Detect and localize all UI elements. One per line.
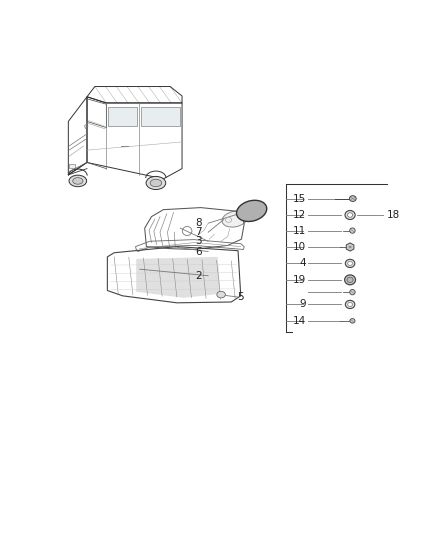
Text: 8: 8 bbox=[195, 218, 201, 228]
Text: 4: 4 bbox=[299, 259, 306, 269]
Text: 5: 5 bbox=[237, 292, 244, 302]
Ellipse shape bbox=[347, 277, 353, 282]
Text: 3: 3 bbox=[195, 236, 201, 246]
Ellipse shape bbox=[237, 200, 267, 222]
Ellipse shape bbox=[150, 179, 162, 187]
Ellipse shape bbox=[350, 196, 356, 201]
Text: 18: 18 bbox=[387, 210, 400, 220]
Polygon shape bbox=[136, 257, 220, 298]
Ellipse shape bbox=[146, 176, 166, 190]
Ellipse shape bbox=[350, 319, 355, 323]
Text: 14: 14 bbox=[293, 316, 306, 326]
Polygon shape bbox=[346, 243, 354, 251]
Text: 6: 6 bbox=[195, 247, 201, 256]
Ellipse shape bbox=[222, 211, 247, 227]
Text: 12: 12 bbox=[293, 210, 306, 220]
Text: 15: 15 bbox=[293, 193, 306, 204]
Text: 10: 10 bbox=[293, 242, 306, 252]
Ellipse shape bbox=[348, 302, 353, 306]
Text: 11: 11 bbox=[293, 225, 306, 236]
Ellipse shape bbox=[348, 261, 353, 265]
Text: 7: 7 bbox=[195, 227, 201, 237]
Ellipse shape bbox=[349, 246, 351, 248]
Ellipse shape bbox=[345, 275, 356, 285]
Ellipse shape bbox=[69, 175, 87, 187]
Ellipse shape bbox=[73, 177, 83, 184]
Polygon shape bbox=[69, 164, 75, 168]
Text: 9: 9 bbox=[299, 300, 306, 310]
Ellipse shape bbox=[345, 260, 355, 268]
Ellipse shape bbox=[350, 228, 355, 233]
Ellipse shape bbox=[350, 289, 355, 295]
Ellipse shape bbox=[347, 213, 353, 217]
Polygon shape bbox=[141, 107, 180, 126]
Ellipse shape bbox=[217, 292, 225, 298]
Text: 19: 19 bbox=[293, 275, 306, 285]
Ellipse shape bbox=[345, 301, 355, 309]
Ellipse shape bbox=[345, 211, 355, 220]
Text: 2: 2 bbox=[195, 271, 201, 281]
Polygon shape bbox=[108, 107, 137, 126]
